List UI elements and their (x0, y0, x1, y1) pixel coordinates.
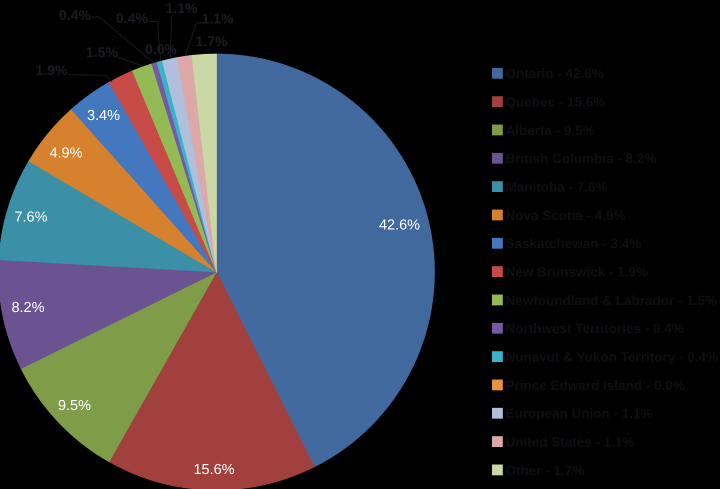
svg-text:Manitoba - 7.6%: Manitoba - 7.6% (506, 180, 608, 195)
svg-text:Newfoundland & Labrador - 1.5%: Newfoundland & Labrador - 1.5% (506, 293, 718, 308)
svg-text:British Columbia - 8.2%: British Columbia - 8.2% (506, 151, 657, 166)
svg-text:Alberta - 9.5%: Alberta - 9.5% (506, 123, 595, 138)
svg-text:Quebec - 15.6%: Quebec - 15.6% (506, 95, 606, 110)
svg-text:Saskatchewan - 3.4%: Saskatchewan - 3.4% (506, 236, 642, 251)
svg-text:United States - 1.1%: United States - 1.1% (506, 434, 635, 449)
svg-text:7.6%: 7.6% (14, 210, 47, 226)
svg-text:Northwest Territories - 0.4%: Northwest Territories - 0.4% (506, 321, 684, 336)
svg-text:Nunavut & Yukon Territory - 0.: Nunavut & Yukon Territory - 0.4% (506, 350, 719, 365)
svg-text:1.9%: 1.9% (36, 62, 68, 78)
svg-text:Ontario - 42.6%: Ontario - 42.6% (506, 66, 604, 81)
svg-text:1.5%: 1.5% (86, 44, 118, 60)
svg-text:9.5%: 9.5% (58, 398, 91, 414)
svg-text:New Brunswick - 1.9%: New Brunswick - 1.9% (506, 265, 649, 280)
svg-text:Nova Scotia - 4.9%: Nova Scotia - 4.9% (506, 208, 626, 223)
svg-text:Prince Edward Island - 0.0%: Prince Edward Island - 0.0% (506, 378, 685, 393)
svg-text:European Union - 1.1%: European Union - 1.1% (506, 406, 653, 421)
svg-text:0.4%: 0.4% (59, 7, 91, 23)
svg-text:Other - 1.7%: Other - 1.7% (506, 463, 585, 478)
svg-text:42.6%: 42.6% (379, 218, 420, 234)
svg-text:4.9%: 4.9% (49, 146, 82, 162)
svg-text:3.4%: 3.4% (87, 108, 120, 124)
svg-text:0.4%: 0.4% (116, 10, 148, 26)
svg-text:8.2%: 8.2% (11, 300, 44, 316)
svg-text:1.1%: 1.1% (166, 0, 198, 16)
svg-text:1.7%: 1.7% (196, 33, 228, 49)
svg-text:1.1%: 1.1% (202, 11, 234, 27)
svg-text:15.6%: 15.6% (193, 462, 234, 478)
svg-text:0.0%: 0.0% (145, 41, 177, 57)
